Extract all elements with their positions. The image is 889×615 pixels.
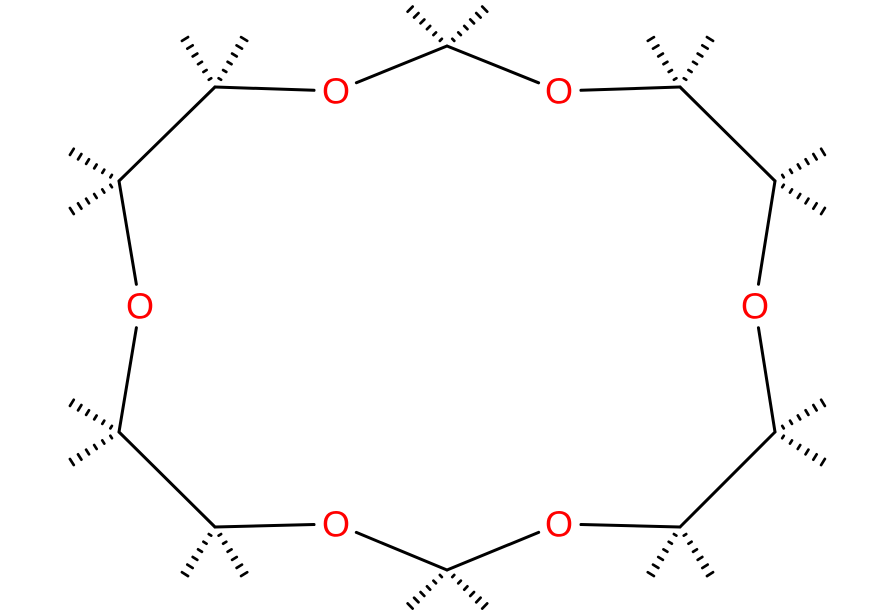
- bond: [356, 46, 447, 83]
- bond-hash: [782, 185, 825, 214]
- bond-hash: [70, 436, 112, 465]
- bond-hash: [70, 149, 112, 178]
- bond: [119, 87, 215, 181]
- bond-hash: [182, 37, 211, 80]
- molecule-diagram: O O O O O O: [0, 0, 889, 615]
- bond: [581, 87, 680, 90]
- bond-hash: [648, 534, 677, 576]
- bond: [447, 46, 539, 83]
- bond-hash: [648, 37, 677, 80]
- bond: [758, 181, 775, 284]
- bond-hash: [452, 575, 487, 609]
- atom-label-o: O: [126, 286, 154, 327]
- bond-hash: [684, 37, 713, 80]
- bond: [215, 525, 314, 527]
- bond-hash: [408, 7, 442, 41]
- bond-hash: [684, 534, 713, 576]
- bond-hash: [782, 149, 825, 178]
- bond: [215, 87, 314, 90]
- bond: [119, 328, 136, 432]
- bond-hash: [70, 400, 112, 429]
- atom-label-o: O: [545, 504, 573, 545]
- bond: [119, 181, 136, 284]
- atom-label-o: O: [545, 71, 573, 112]
- bond: [356, 532, 447, 570]
- bond-hash: [219, 534, 248, 576]
- bond: [758, 328, 775, 432]
- bond-hash: [452, 7, 487, 41]
- bond: [447, 532, 539, 570]
- atom-label-o: O: [322, 71, 350, 112]
- bond: [581, 525, 680, 527]
- bond-hash: [782, 400, 825, 429]
- bond: [680, 432, 775, 527]
- atom-label-o: O: [741, 286, 769, 327]
- bonds-layer: [70, 7, 825, 609]
- bond-hash: [782, 436, 825, 465]
- bond-hash: [219, 37, 248, 80]
- atom-labels-layer: O O O O O O: [126, 71, 769, 545]
- atom-label-o: O: [322, 504, 350, 545]
- bond-hash: [408, 575, 442, 609]
- bond-hash: [182, 534, 211, 576]
- bond: [119, 432, 215, 527]
- bond-hash: [70, 185, 112, 214]
- bond: [680, 87, 775, 181]
